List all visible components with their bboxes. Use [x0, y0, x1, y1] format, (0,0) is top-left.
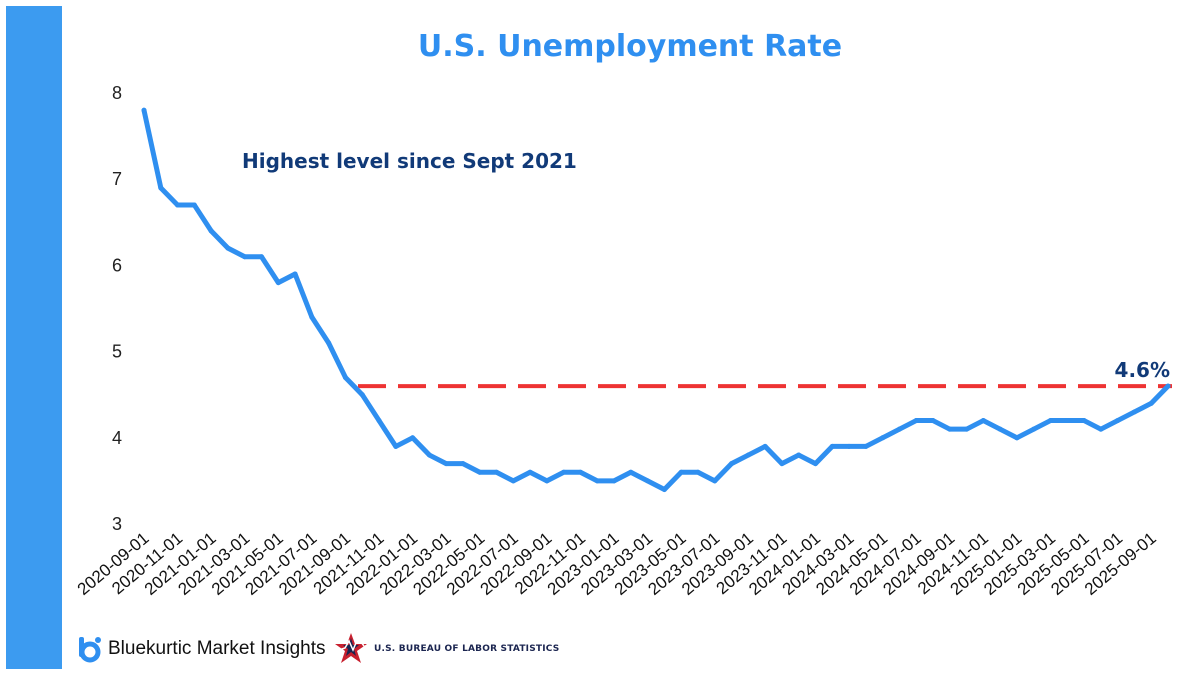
data-point: [628, 469, 634, 475]
data-point: [678, 469, 684, 475]
y-tick-label: 7: [112, 169, 122, 189]
data-point: [544, 478, 550, 484]
data-point: [611, 478, 617, 484]
data-point: [158, 185, 164, 191]
y-tick-label: 8: [112, 83, 122, 103]
data-point: [292, 271, 298, 277]
bluekurtic-logo-icon: [79, 637, 101, 663]
data-point: [460, 461, 466, 467]
data-point: [695, 469, 701, 475]
series-line-unemployment-rate: [141, 107, 1171, 493]
data-point: [1031, 426, 1037, 432]
data-point: [930, 418, 936, 424]
data-point: [661, 487, 667, 493]
data-point: [342, 374, 348, 380]
data-point: [745, 452, 751, 458]
data-point: [1131, 409, 1137, 415]
y-tick-label: 3: [112, 514, 122, 534]
data-point: [426, 452, 432, 458]
data-point: [577, 469, 583, 475]
data-point: [1014, 435, 1020, 441]
brand-name: Bluekurtic Market Insights: [108, 638, 326, 659]
data-point: [947, 426, 953, 432]
left-accent-bar: [0, 0, 66, 675]
data-point: [964, 426, 970, 432]
chart-annotation: Highest level since Sept 2021: [242, 149, 577, 173]
data-point: [594, 478, 600, 484]
data-point: [410, 435, 416, 441]
data-point: [477, 469, 483, 475]
data-point: [527, 469, 533, 475]
data-point: [645, 478, 651, 484]
left-accent-bar-fill: [6, 6, 62, 669]
y-axis-ticks: 3 4 5 6 7 8: [112, 83, 122, 534]
data-point: [393, 443, 399, 449]
data-point: [997, 426, 1003, 432]
data-point: [1098, 426, 1104, 432]
series-points: [141, 107, 1171, 493]
data-point: [1081, 418, 1087, 424]
y-tick-label: 6: [112, 255, 122, 275]
data-point: [443, 461, 449, 467]
data-point: [1064, 418, 1070, 424]
data-point: [980, 418, 986, 424]
data-point: [880, 435, 886, 441]
data-point: [1047, 418, 1053, 424]
data-point: [729, 461, 735, 467]
data-point: [1148, 400, 1154, 406]
data-point: [326, 340, 332, 346]
data-point: [242, 254, 248, 260]
data-point: [796, 452, 802, 458]
data-point: [510, 478, 516, 484]
data-point: [829, 443, 835, 449]
data-point: [175, 202, 181, 208]
source-name: U.S. BUREAU OF LABOR STATISTICS: [374, 644, 560, 654]
data-point: [762, 443, 768, 449]
y-tick-label: 5: [112, 342, 122, 362]
data-point: [309, 314, 315, 320]
data-point: [1165, 383, 1171, 389]
data-point: [208, 228, 214, 234]
data-point: [561, 469, 567, 475]
chart-title: U.S. Unemployment Rate: [418, 29, 842, 64]
bls-logo-block: U.S. BUREAU OF LABOR STATISTICS: [334, 628, 559, 670]
data-point: [913, 418, 919, 424]
bls-star-logo-icon: [335, 633, 367, 663]
data-point: [259, 254, 265, 260]
y-tick-label: 4: [112, 428, 122, 448]
data-point: [846, 443, 852, 449]
data-point: [225, 245, 231, 251]
end-value-label: 4.6%: [1115, 358, 1170, 382]
x-axis-ticks: 2020-09-012020-11-012021-01-012021-03-01…: [74, 529, 1160, 599]
brand-logo-block: Bluekurtic Market Insights: [76, 628, 326, 670]
data-point: [1115, 418, 1121, 424]
data-point: [779, 461, 785, 467]
data-point: [812, 461, 818, 467]
data-point: [141, 107, 147, 113]
data-point: [275, 280, 281, 286]
data-point: [712, 478, 718, 484]
data-point: [494, 469, 500, 475]
data-point: [191, 202, 197, 208]
data-point: [376, 418, 382, 424]
data-point: [863, 443, 869, 449]
data-point: [896, 426, 902, 432]
data-point: [359, 392, 365, 398]
